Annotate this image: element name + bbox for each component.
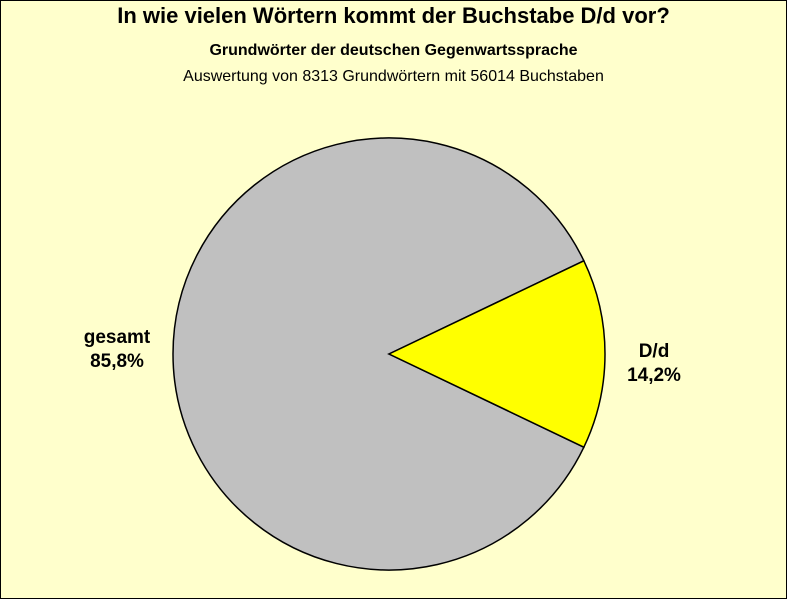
chart-title: In wie vielen Wörtern kommt der Buchstab…: [117, 3, 670, 28]
pie-slice-d: [387, 259, 606, 449]
slice-name-d: D/d: [638, 341, 670, 362]
slice-label-d: D/d 14,2%: [608, 340, 700, 388]
chart-subtitle-detail: Auswertung von 8313 Grundwörtern mit 560…: [183, 68, 604, 85]
chart-subtitle: Grundwörter der deutschen Gegenwartsspra…: [209, 42, 578, 59]
slice-value-gesamt: 85,8%: [90, 351, 144, 372]
slice-name-gesamt: gesamt: [83, 327, 151, 348]
slice-value-d: 14,2%: [627, 365, 681, 386]
slice-label-gesamt: gesamt 85,8%: [62, 326, 172, 374]
pie-slice-gesamt: [172, 137, 585, 571]
